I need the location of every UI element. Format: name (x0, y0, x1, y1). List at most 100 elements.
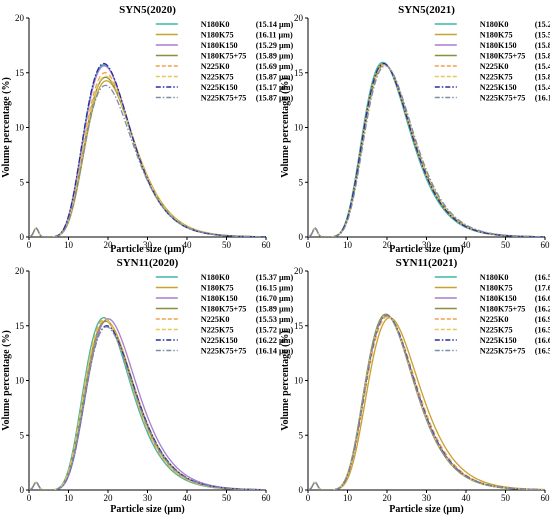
legend-mean-value: (16.11 μm) (256, 31, 293, 40)
legend-label: N180K0 (480, 273, 509, 282)
x-tick-label: 60 (262, 240, 272, 250)
legend-mean-value: (16.67 μm) (535, 336, 550, 345)
x-tick-label: 10 (343, 240, 353, 250)
legend-mean-value: (16.90 μm) (535, 315, 550, 324)
y-tick-label: 10 (15, 123, 25, 133)
legend-label: N225K150 (480, 83, 517, 92)
y-axis-label: Volume percentage (%) (280, 330, 291, 431)
x-tick-label: 40 (183, 240, 193, 250)
legend: N180K0 (15.37 μm) N180K75 (16.15 μm) N180K15… (156, 273, 294, 356)
legend-mean-value: (15.89 μm) (256, 52, 294, 61)
legend-mean-value: (15.87 μm) (535, 52, 550, 61)
series-line-8 (29, 85, 266, 237)
x-tick-label: 0 (306, 493, 311, 503)
y-axis-label: Volume percentage (%) (280, 77, 291, 178)
legend-label: N180K150 (480, 294, 517, 303)
legend-label: N180K75 (480, 284, 513, 293)
x-tick-label: 40 (462, 493, 472, 503)
y-tick-label: 15 (15, 321, 25, 331)
x-tick-label: 30 (143, 493, 153, 503)
y-tick-label: 20 (15, 266, 25, 276)
legend-mean-value: (16.58 μm) (535, 273, 550, 282)
x-tick-label: 10 (64, 240, 74, 250)
x-tick-label: 60 (541, 493, 550, 503)
y-tick-label: 10 (294, 123, 304, 133)
x-tick-label: 10 (64, 493, 74, 503)
chart-panel-1: SYN5(2020)Volume percentage (%)Particle … (1, 4, 293, 255)
legend-label: N225K150 (201, 83, 238, 92)
chart-panel-3: SYN11(2020)Volume percentage (%)Particle… (1, 257, 293, 515)
legend-label: N225K150 (480, 336, 517, 345)
legend-label: N180K75 (480, 31, 513, 40)
series-line-6 (29, 320, 266, 490)
x-tick-label: 50 (501, 493, 511, 503)
x-tick-label: 60 (262, 493, 272, 503)
x-tick-label: 40 (462, 240, 472, 250)
y-tick-label: 20 (294, 266, 304, 276)
legend-mean-value: (16.52 μm) (535, 326, 550, 335)
x-tick-label: 30 (422, 493, 432, 503)
x-tick-label: 50 (222, 240, 232, 250)
panel-title: SYN11(2021) (396, 257, 458, 269)
chart-panel-4: SYN11(2021) Volume percentage (%) Particle… (280, 257, 550, 515)
legend-label: N180K150 (201, 294, 238, 303)
x-tick-label: 30 (143, 240, 153, 250)
legend-label: N225K75+75 (480, 94, 526, 103)
legend-mean-value: (15.53 μm) (256, 315, 294, 324)
legend-label: N180K75 (201, 284, 234, 293)
legend-label: N180K150 (480, 41, 517, 50)
panel-title: SYN5(2020) (119, 4, 176, 16)
x-tick-label: 0 (27, 240, 32, 250)
panel-title: SYN5(2021) (398, 4, 455, 16)
y-tick-label: 0 (299, 232, 304, 242)
x-tick-label: 20 (383, 240, 393, 250)
legend-mean-value: (15.21 μm) (535, 20, 550, 29)
panel-title: SYN11(2020) (117, 257, 179, 269)
y-tick-label: 5 (299, 177, 304, 187)
legend-mean-value: (15.81 μm) (535, 41, 550, 50)
legend-mean-value: (15.89 μm) (256, 305, 294, 314)
x-tick-label: 20 (383, 493, 393, 503)
y-tick-label: 0 (20, 232, 25, 242)
y-tick-label: 15 (15, 68, 25, 78)
legend-mean-value: (15.37 μm) (256, 273, 294, 282)
x-tick-label: 0 (27, 493, 32, 503)
y-tick-label: 0 (20, 485, 25, 495)
legend-mean-value: (16.70 μm) (256, 294, 294, 303)
legend-mean-value: (16.55 μm) (535, 347, 550, 356)
y-tick-label: 20 (15, 13, 25, 23)
x-tick-label: 10 (343, 493, 353, 503)
y-axis-label: Volume percentage (%) (1, 330, 12, 431)
legend: N180K0 (16.58 μm) N180K75 (17.60 μm) N180K15… (435, 273, 550, 356)
y-tick-label: 0 (299, 485, 304, 495)
legend-label: N225K75+75 (201, 347, 247, 356)
legend-mean-value: (16.15 μm) (256, 284, 294, 293)
legend-mean-value: (15.54 μm) (535, 31, 550, 40)
legend-mean-value: (16.69 μm) (535, 294, 550, 303)
legend-label: N180K0 (201, 273, 230, 282)
legend-label: N225K0 (201, 62, 230, 71)
y-tick-label: 5 (20, 177, 25, 187)
legend-mean-value: (15.69 μm) (256, 62, 294, 71)
legend-label: N225K75+75 (201, 94, 247, 103)
x-tick-label: 20 (104, 240, 114, 250)
legend: N180K0(15.14 μm)N180K75(16.11 μm)N180K15… (156, 20, 294, 103)
legend: N180K0(15.21 μm)N180K75(15.54 μm)N180K15… (435, 20, 550, 103)
legend-mean-value: (17.60 μm) (535, 284, 550, 293)
series-line-2 (29, 81, 266, 237)
legend-label: N225K0 (480, 62, 509, 71)
y-tick-label: 10 (294, 376, 304, 386)
legend-label: N180K150 (201, 41, 238, 50)
legend-mean-value: (15.29 μm) (256, 41, 294, 50)
legend-label: N225K0 (201, 315, 230, 324)
legend-label: N225K150 (201, 336, 238, 345)
legend-mean-value: (15.46 μm) (535, 83, 550, 92)
legend-label: N225K75 (480, 326, 513, 335)
x-axis-label: Particle size (μm) (389, 504, 464, 515)
legend-label: N225K75 (201, 326, 234, 335)
legend-label: N225K75 (201, 73, 234, 82)
legend-mean-value: (16.29 μm) (535, 305, 550, 314)
legend-label: N180K0 (201, 20, 230, 29)
